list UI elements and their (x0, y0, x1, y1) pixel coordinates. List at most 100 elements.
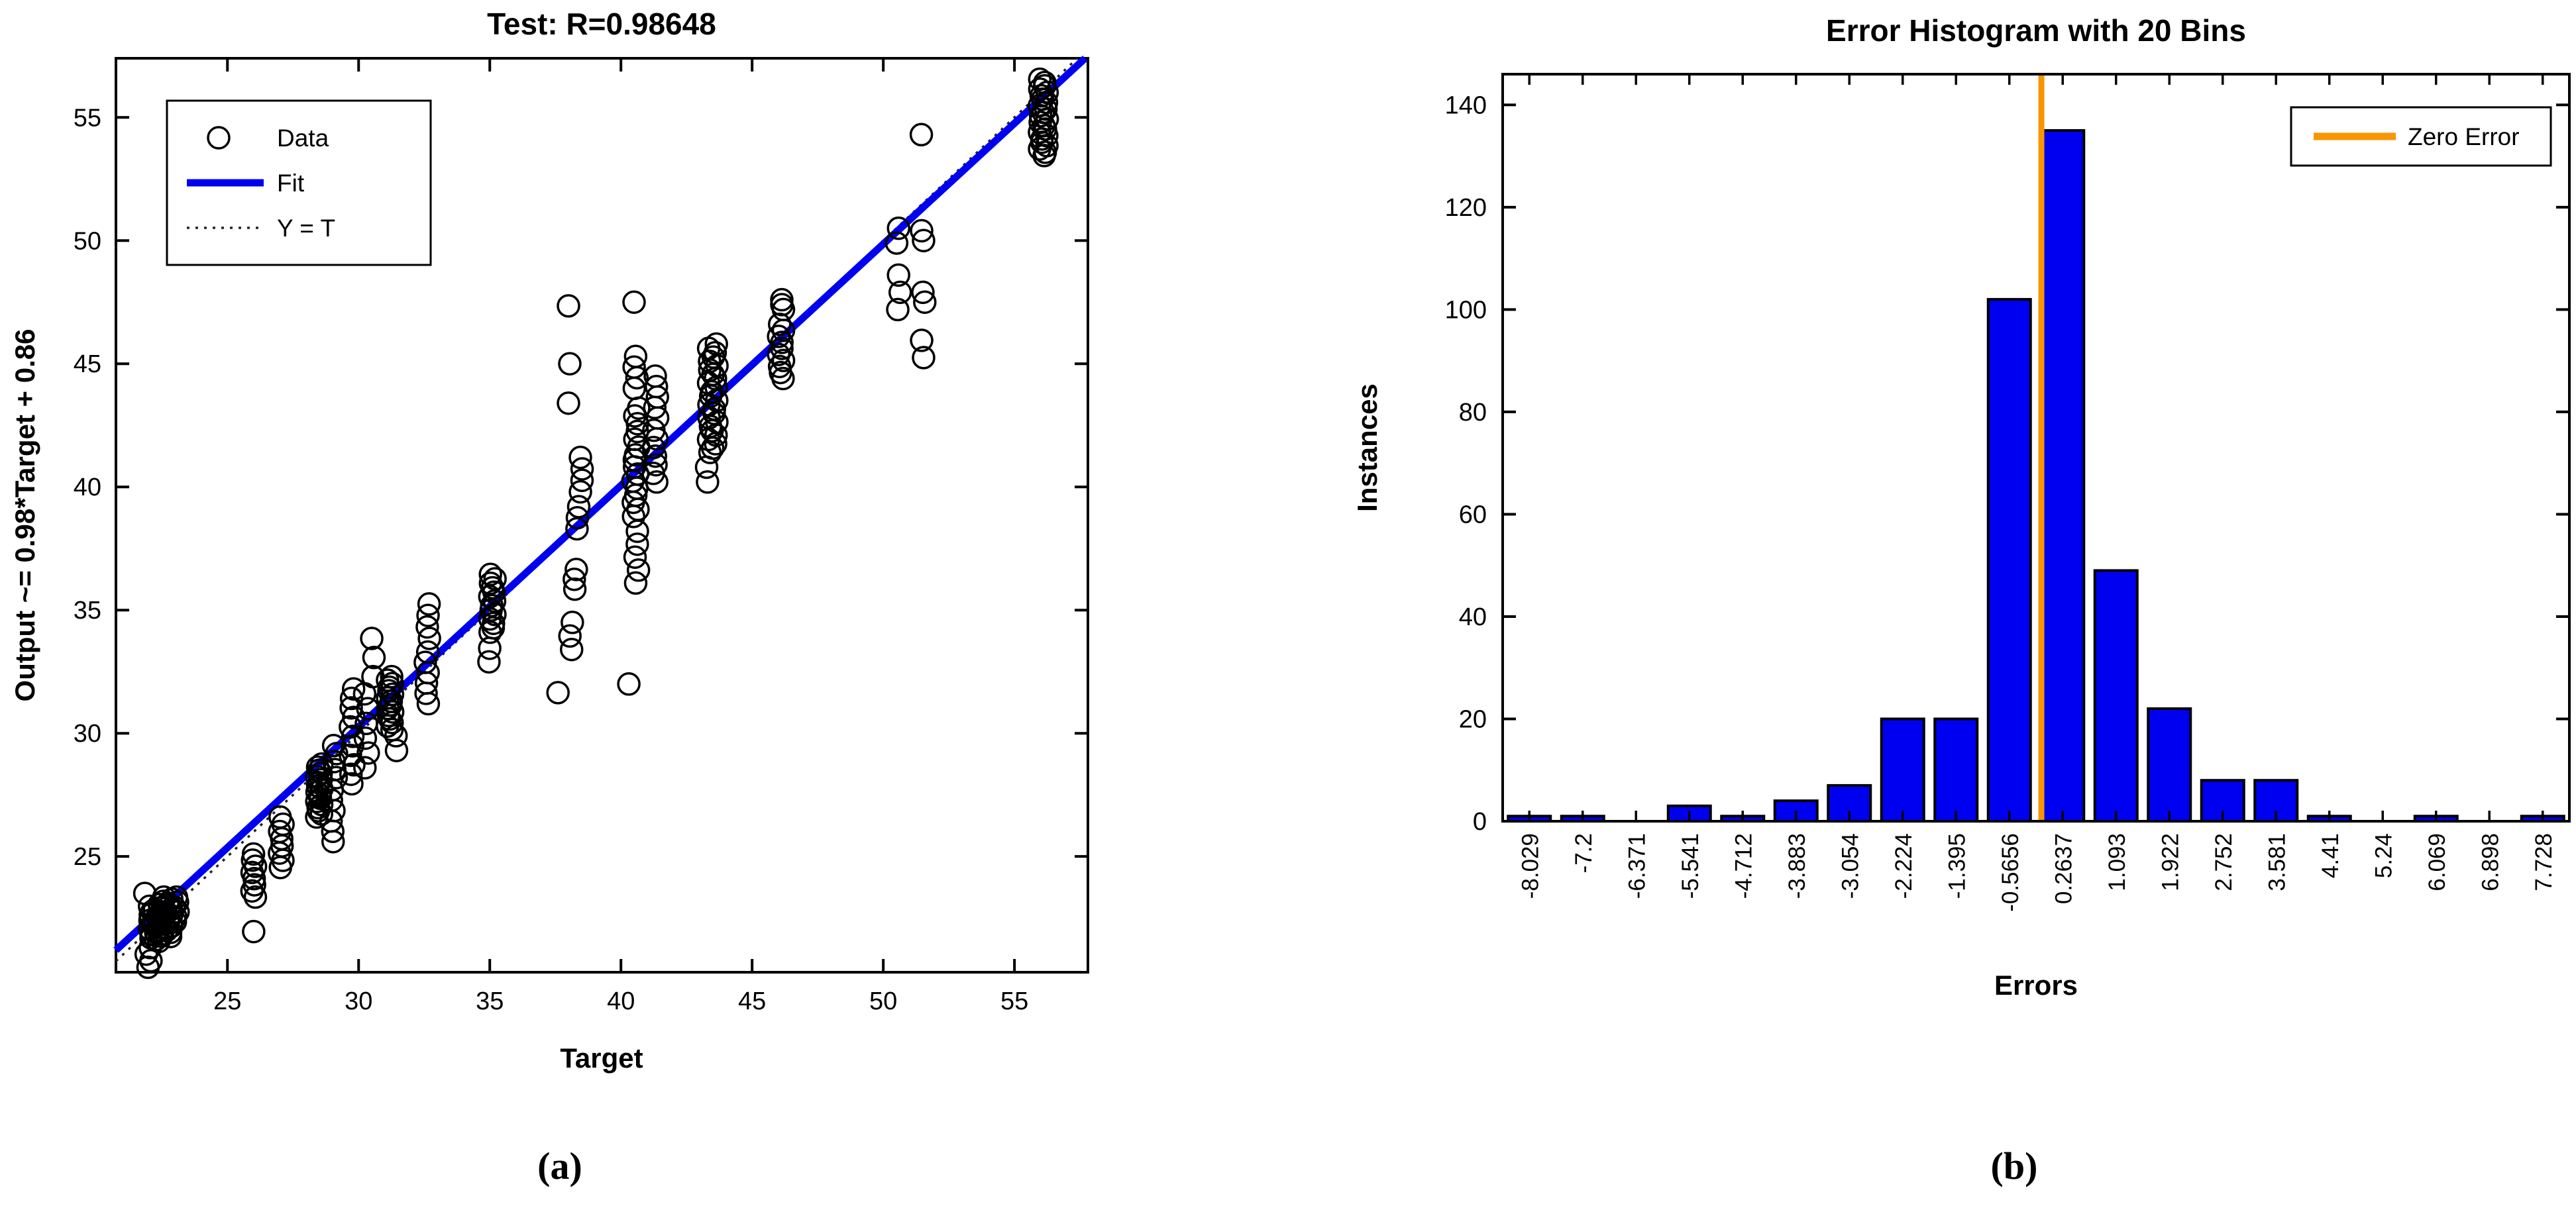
data-point (268, 805, 292, 829)
svg-text:25: 25 (213, 987, 241, 1015)
data-point (886, 297, 910, 322)
svg-text:1.922: 1.922 (2157, 833, 2183, 891)
svg-text:100: 100 (1445, 296, 1487, 324)
svg-text:5.24: 5.24 (2371, 833, 2396, 878)
data-point (644, 452, 668, 477)
svg-text:35: 35 (476, 987, 504, 1015)
data-point (166, 900, 190, 924)
data-point (644, 374, 669, 399)
histogram-bar (2253, 779, 2299, 823)
data-point (912, 228, 936, 253)
data-point (568, 445, 592, 470)
data-point (356, 741, 380, 765)
legend-circle-marker-icon (207, 126, 231, 150)
data-point (546, 681, 570, 705)
data-point (138, 936, 162, 960)
data-point (162, 895, 186, 919)
data-point (380, 664, 403, 689)
data-point (909, 123, 934, 147)
data-point (770, 287, 794, 312)
svg-text:-8.029: -8.029 (1517, 833, 1543, 899)
data-point (570, 468, 594, 493)
data-point (241, 842, 266, 866)
data-point (416, 603, 440, 628)
data-point (353, 726, 378, 750)
data-point (623, 344, 648, 368)
data-point (557, 294, 580, 318)
data-point (341, 734, 364, 758)
data-point (342, 705, 366, 729)
histogram-bar (2093, 569, 2139, 823)
data-point (642, 418, 666, 442)
data-point (339, 762, 363, 786)
data-point (563, 577, 587, 601)
data-point (912, 346, 936, 370)
data-point (415, 615, 439, 639)
legend-label-zero-error: Zero Error (2408, 123, 2520, 150)
data-point (342, 753, 366, 777)
data-point (134, 942, 158, 966)
plot-b-tick-layer: -8.029 -7.2 -6.371 -5.541 -4.712 -3.883 -3.054… (1503, 74, 2569, 912)
svg-text:60: 60 (1459, 501, 1487, 529)
svg-text:50: 50 (74, 227, 101, 255)
data-point (885, 231, 909, 255)
data-point (617, 672, 641, 696)
data-point (558, 352, 582, 376)
histogram-bar (2040, 128, 2086, 823)
data-point (341, 677, 366, 701)
data-point (767, 354, 792, 379)
data-point (558, 624, 582, 648)
svg-text:3.581: 3.581 (2264, 833, 2290, 891)
data-point (139, 948, 163, 973)
svg-text:1.093: 1.093 (2104, 833, 2130, 891)
data-point (910, 219, 934, 243)
svg-text:25: 25 (74, 843, 101, 871)
svg-text:0.2637: 0.2637 (2051, 833, 2076, 904)
histogram-bar (1933, 717, 1979, 823)
data-point (886, 216, 910, 240)
svg-text:40: 40 (74, 474, 101, 501)
data-point (563, 567, 586, 591)
data-point (413, 650, 437, 674)
data-point (767, 312, 792, 336)
svg-text:-1.395: -1.395 (1944, 833, 1970, 899)
data-point (417, 627, 441, 650)
svg-text:20: 20 (1459, 705, 1487, 733)
svg-text:6.898: 6.898 (2477, 833, 2503, 891)
svg-text:-4.712: -4.712 (1731, 833, 1756, 899)
svg-text:30: 30 (74, 720, 101, 748)
data-point (477, 650, 501, 674)
svg-text:4.41: 4.41 (2318, 833, 2343, 878)
data-point (483, 567, 507, 591)
svg-text:140: 140 (1445, 91, 1487, 119)
svg-text:45: 45 (738, 987, 766, 1015)
data-point (568, 479, 592, 504)
data-point (643, 444, 668, 468)
data-point (360, 627, 384, 650)
regression-plot: Test: R=0.98648 Target Output ~= 0.98*Ta… (9, 7, 1089, 1074)
data-point (566, 495, 591, 519)
data-point (242, 919, 266, 944)
caption-a: (a) (537, 1144, 582, 1187)
plot-b-ylabel: Instances (1352, 383, 1383, 512)
svg-text:-3.883: -3.883 (1784, 833, 1810, 899)
data-point (1028, 104, 1053, 128)
plot-b-xlabel: Errors (1994, 970, 2078, 1001)
svg-text:-6.371: -6.371 (1624, 833, 1650, 899)
data-point (704, 332, 728, 356)
data-point (384, 738, 409, 762)
svg-text:40: 40 (1459, 603, 1487, 631)
data-point (570, 457, 594, 481)
svg-text:80: 80 (1459, 399, 1487, 427)
data-point (561, 611, 584, 634)
plot-b-legend: Zero Error (2290, 106, 2552, 167)
svg-text:-7.2: -7.2 (1571, 833, 1597, 873)
data-point (376, 668, 400, 692)
data-point (339, 696, 363, 720)
plot-a-data-layer: 25 30 35 40 45 50 55 25 30 35 40 45 50 55 (74, 55, 1088, 1015)
data-point (770, 336, 794, 360)
data-point (339, 743, 362, 768)
data-point (622, 290, 646, 314)
plot-bg-b (1503, 74, 2569, 821)
data-point (557, 391, 580, 415)
